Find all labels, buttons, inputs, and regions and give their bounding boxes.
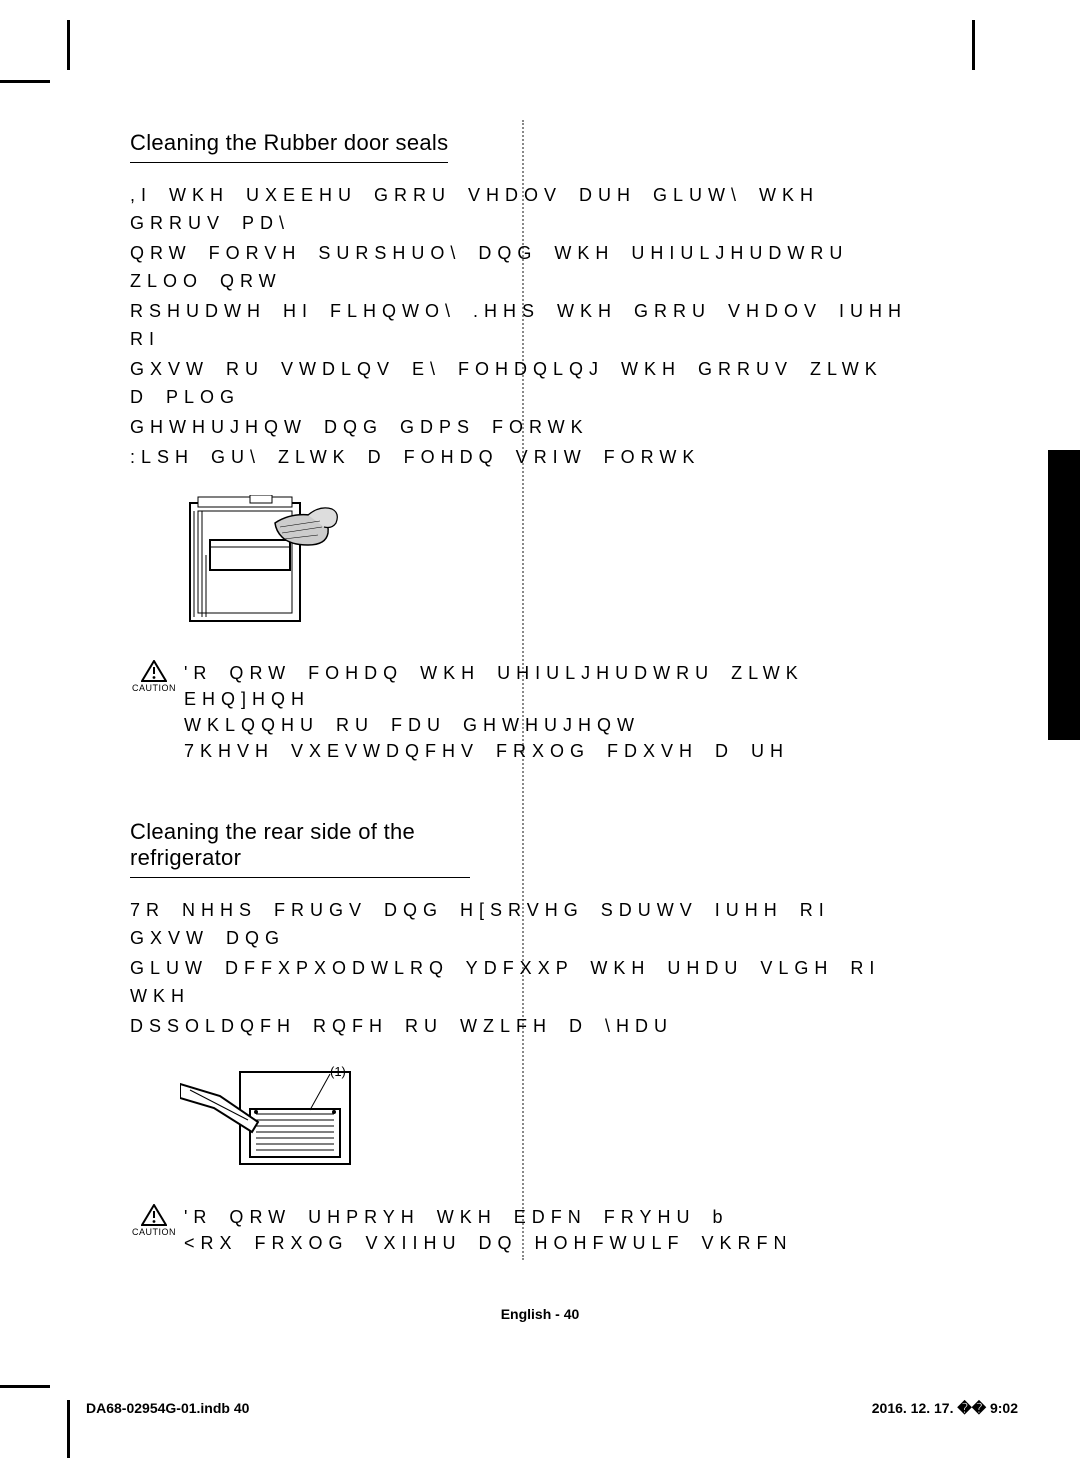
- caution-line: 'R QRW UHPRYH WKH EDFN FRYHU b: [184, 1204, 793, 1230]
- section-rear-side: Cleaning the rear side of the refrigerat…: [130, 819, 910, 1256]
- body-line: :LSH GU\ ZLWK D FOHDQ VRIW FORWK: [130, 443, 910, 471]
- footer-page: English - 40: [0, 1306, 1080, 1322]
- section2-body: 7R NHHS FRUGV DQG H[SRVHG SDUWV IUHH RI …: [130, 896, 910, 1040]
- caution-text: 'R QRW UHPRYH WKH EDFN FRYHU b <RX FRXOG…: [184, 1204, 793, 1256]
- crop-mark: [67, 1400, 70, 1458]
- caution-icon: CAUTION: [130, 1204, 178, 1237]
- caution-icon: CAUTION: [130, 660, 178, 693]
- crop-mark: [0, 80, 50, 83]
- caution-line: 7KHVH VXEVWDQFHV FRXOG FDXVH D UH: [184, 738, 910, 764]
- body-line: RSHUDWH HI FLHQWO\ .HHS WKH GRRU VHDOV I…: [130, 297, 910, 353]
- figure-door-seal: [180, 495, 910, 630]
- body-line: GLUW DFFXPXODWLRQ YDFXXP WKH UHDU VLGH R…: [130, 954, 910, 1010]
- crop-mark: [67, 20, 70, 70]
- body-line: ,I WKH UXEEHU GRRU VHDOV DUH GLUW\ WKH G…: [130, 181, 910, 237]
- caution-line: WKLQQHU RU FDU GHWHUJHQW: [184, 712, 910, 738]
- crop-mark: [972, 20, 975, 70]
- figure-label: (1): [330, 1064, 346, 1079]
- section-rubber-seals: Cleaning the Rubber door seals: [130, 130, 910, 181]
- caution-text: 'R QRW FOHDQ WKH UHIULJHUDWRU ZLWK EHQ]H…: [184, 660, 910, 764]
- caution-label: CAUTION: [130, 1227, 178, 1237]
- side-tab: [1048, 450, 1080, 740]
- figure-rear-vacuum: (1): [180, 1064, 910, 1174]
- caution-label: CAUTION: [130, 683, 178, 693]
- body-line: DSSOLDQFH RQFH RU WZLFH D \HDU: [130, 1012, 910, 1040]
- body-line: GHWHUJHQW DQG GDPS FORWK: [130, 413, 910, 441]
- section1-body: ,I WKH UXEEHU GRRU VHDOV DUH GLUW\ WKH G…: [130, 181, 910, 471]
- page-content: Cleaning the Rubber door seals ,I WKH UX…: [130, 120, 910, 1256]
- body-line: GXVW RU VWDLQV E\ FOHDQLQJ WKH GRRUV ZLW…: [130, 355, 910, 411]
- manual-page: Cleaning the Rubber door seals ,I WKH UX…: [0, 0, 1080, 1472]
- section-heading: Cleaning the Rubber door seals: [130, 130, 448, 163]
- caution-block: CAUTION 'R QRW UHPRYH WKH EDFN FRYHU b <…: [130, 1204, 910, 1256]
- caution-line: <RX FRXOG VXIIHU DQ HOHFWULF VKRFN: [184, 1230, 793, 1256]
- crop-mark: [0, 1385, 50, 1388]
- footer-timestamp: 2016. 12. 17. �� 9:02: [872, 1400, 1018, 1417]
- body-line: 7R NHHS FRUGV DQG H[SRVHG SDUWV IUHH RI …: [130, 896, 910, 952]
- body-line: QRW FORVH SURSHUO\ DQG WKH UHIULJHUDWRU …: [130, 239, 910, 295]
- footer-doc-id: DA68-02954G-01.indb 40: [86, 1400, 249, 1416]
- caution-line: 'R QRW FOHDQ WKH UHIULJHUDWRU ZLWK EHQ]H…: [184, 660, 910, 712]
- caution-block: CAUTION 'R QRW FOHDQ WKH UHIULJHUDWRU ZL…: [130, 660, 910, 764]
- section-heading: Cleaning the rear side of the refrigerat…: [130, 819, 470, 878]
